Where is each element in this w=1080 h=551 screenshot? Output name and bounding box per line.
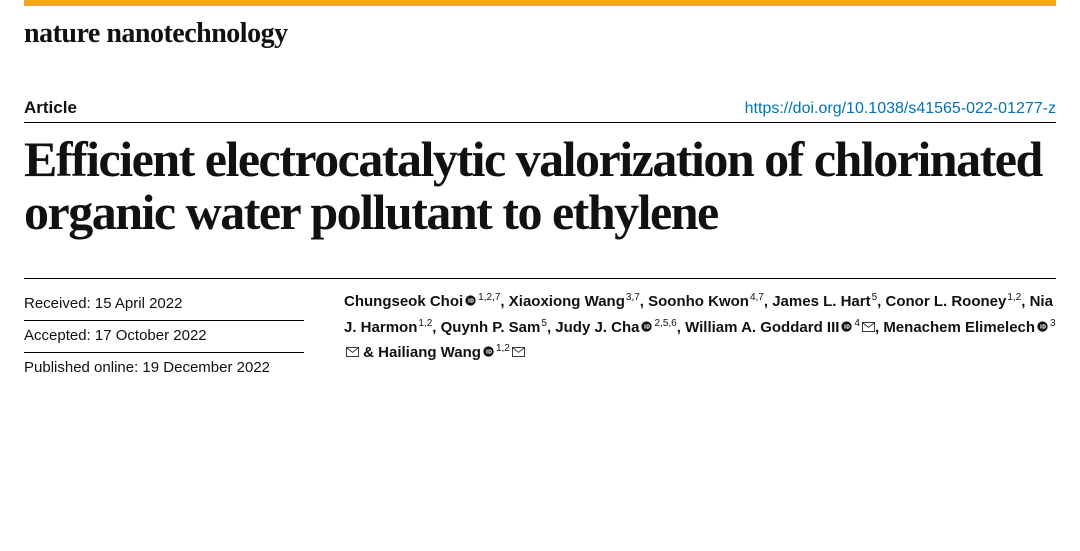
orcid-icon xyxy=(641,321,652,332)
author-affiliations: 4 xyxy=(854,318,860,329)
published-date: Published online: 19 December 2022 xyxy=(24,353,304,384)
author: William A. Goddard III 4 xyxy=(685,319,875,336)
received-date: Received: 15 April 2022 xyxy=(24,289,304,321)
author: Chungseok Choi 1,2,7 xyxy=(344,293,500,310)
orcid-icon xyxy=(841,321,852,332)
author-name: Chungseok Choi xyxy=(344,293,463,310)
accepted-date: Accepted: 17 October 2022 xyxy=(24,321,304,353)
author: Conor L. Rooney1,2 xyxy=(886,293,1022,310)
author: Judy J. Cha 2,5,6 xyxy=(555,319,676,336)
author-name: Conor L. Rooney xyxy=(886,293,1007,310)
author: Hailiang Wang 1,2 xyxy=(378,344,525,361)
author-affiliations: 5 xyxy=(541,318,547,329)
doi-link[interactable]: https://doi.org/10.1038/s41565-022-01277… xyxy=(745,100,1056,118)
journal-name: nature nanotechnology xyxy=(24,18,1056,50)
author-list: Chungseok Choi 1,2,7, Xiaoxiong Wang3,7,… xyxy=(304,289,1056,384)
author: James L. Hart5 xyxy=(772,293,877,310)
orcid-icon xyxy=(1037,321,1048,332)
orcid-icon xyxy=(465,295,476,306)
mail-icon xyxy=(862,322,875,332)
author-affiliations: 1,2,7 xyxy=(478,292,500,303)
author: Soonho Kwon4,7 xyxy=(648,293,764,310)
article-type-label: Article xyxy=(24,98,77,118)
author-affiliations: 1,2 xyxy=(418,318,432,329)
author-name: Quynh P. Sam xyxy=(441,319,541,336)
author-affiliations: 4,7 xyxy=(750,292,764,303)
author-name: William A. Goddard III xyxy=(685,319,839,336)
author-name: Hailiang Wang xyxy=(378,344,481,361)
author-name: Xiaoxiong Wang xyxy=(509,293,625,310)
author-name: James L. Hart xyxy=(772,293,870,310)
author-name: Judy J. Cha xyxy=(555,319,639,336)
article-lower-block: Received: 15 April 2022 Accepted: 17 Oct… xyxy=(24,278,1056,384)
mail-icon xyxy=(346,347,359,357)
journal-accent-bar xyxy=(24,0,1056,6)
article-title: Efficient electrocatalytic valorization … xyxy=(24,133,1056,238)
author-affiliations: 1,2 xyxy=(1007,292,1021,303)
publication-dates: Received: 15 April 2022 Accepted: 17 Oct… xyxy=(24,289,304,384)
author: Quynh P. Sam5 xyxy=(441,319,547,336)
author-name: Soonho Kwon xyxy=(648,293,749,310)
article-meta-row: Article https://doi.org/10.1038/s41565-0… xyxy=(24,98,1056,123)
author-affiliations: 3,7 xyxy=(626,292,640,303)
author: Xiaoxiong Wang3,7 xyxy=(509,293,640,310)
author-affiliations: 1,2 xyxy=(496,343,510,354)
orcid-icon xyxy=(483,346,494,357)
mail-icon xyxy=(512,347,525,357)
author-name: Menachem Elimelech xyxy=(883,319,1035,336)
author-affiliations: 3 xyxy=(1050,318,1056,329)
author-affiliations: 2,5,6 xyxy=(654,318,676,329)
author-affiliations: 5 xyxy=(872,292,878,303)
